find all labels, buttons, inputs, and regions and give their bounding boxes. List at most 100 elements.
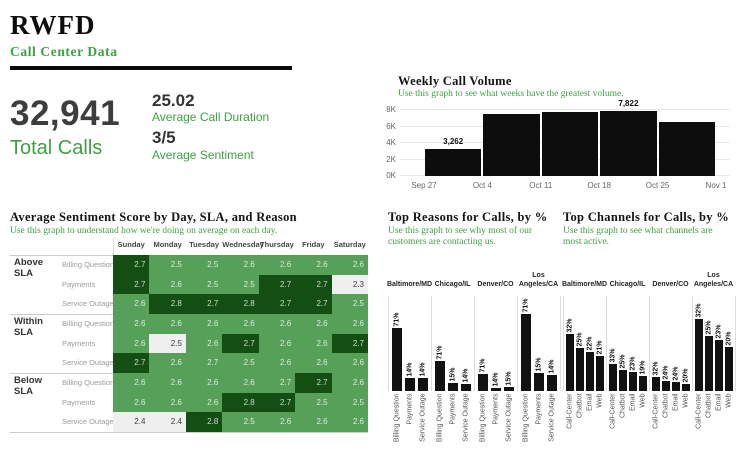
channels-bar[interactable] — [661, 381, 670, 391]
reasons-bar[interactable] — [460, 384, 471, 391]
channels-bar[interactable] — [618, 370, 627, 391]
reasons-bar[interactable] — [490, 388, 501, 391]
reasons-pct-label: 71% — [479, 357, 486, 372]
heatmap-cell[interactable]: 2.6 — [185, 333, 223, 354]
heatmap-cell[interactable]: 2.6 — [222, 255, 259, 275]
heatmap-cell[interactable]: 2.7 — [295, 373, 332, 393]
channels-bar[interactable] — [681, 384, 690, 391]
heatmap-cell[interactable]: 2.6 — [295, 412, 332, 432]
heatmap-cell[interactable]: 2.6 — [295, 333, 332, 354]
channels-category-label: Call-Center — [609, 393, 616, 429]
heatmap-cell[interactable]: 2.6 — [222, 314, 259, 334]
channels-bar[interactable] — [608, 364, 617, 391]
heatmap-cell[interactable]: 2.6 — [258, 412, 296, 432]
heatmap-cell[interactable]: 2.5 — [222, 353, 259, 373]
heatmap-cell[interactable]: 2.6 — [113, 392, 150, 413]
heatmap-cell[interactable]: 2.5 — [331, 392, 368, 413]
weekly-bar[interactable] — [425, 149, 482, 176]
channels-bar[interactable] — [704, 336, 713, 391]
heatmap-cell[interactable]: 2.6 — [113, 314, 150, 334]
heatmap-cell[interactable]: 2.6 — [258, 314, 296, 334]
heatmap-cell[interactable]: 2.6 — [185, 314, 223, 334]
heatmap-cell[interactable]: 2.7 — [258, 274, 296, 295]
heatmap-cell[interactable]: 2.6 — [113, 333, 150, 354]
weekly-bar[interactable] — [658, 122, 715, 176]
heatmap-cell[interactable]: 2.6 — [258, 333, 296, 354]
heatmap-cell[interactable]: 2.6 — [185, 373, 223, 393]
channels-bar[interactable] — [575, 348, 584, 391]
reasons-bar[interactable] — [546, 375, 557, 391]
reasons-category-label: Payments — [449, 393, 456, 425]
heatmap-cell[interactable]: 2.6 — [331, 314, 368, 334]
heatmap-cell[interactable]: 2.6 — [331, 255, 368, 275]
heatmap-cell[interactable]: 2.6 — [149, 373, 186, 393]
heatmap-cell[interactable]: 2.7 — [185, 294, 223, 314]
channels-bar[interactable] — [694, 319, 703, 391]
channels-bar[interactable] — [628, 372, 637, 391]
heatmap-cell[interactable]: 2.4 — [113, 412, 150, 432]
heatmap-cell[interactable]: 2.6 — [295, 353, 332, 373]
reasons-bar[interactable] — [404, 378, 415, 391]
heatmap-cell[interactable]: 2.7 — [185, 353, 223, 373]
heatmap-cell[interactable]: 2.7 — [113, 353, 150, 373]
heatmap-cell[interactable]: 2.6 — [149, 314, 186, 334]
heatmap-cell[interactable]: 2.7 — [258, 294, 296, 314]
heatmap-cell[interactable]: 2.6 — [149, 392, 186, 413]
reasons-bar[interactable] — [477, 374, 488, 391]
heatmap-cell[interactable]: 2.3 — [331, 274, 368, 295]
heatmap-cell[interactable]: 2.7 — [258, 392, 296, 413]
heatmap-cell[interactable]: 2.6 — [258, 255, 296, 275]
channels-bar[interactable] — [724, 347, 733, 391]
page-title: RWFD — [10, 10, 96, 40]
heatmap-cell[interactable]: 2.5 — [149, 333, 186, 354]
heatmap-cell[interactable]: 2.6 — [222, 373, 259, 393]
heatmap-cell[interactable]: 2.6 — [149, 274, 186, 295]
channels-bar[interactable] — [565, 334, 574, 391]
heatmap-cell[interactable]: 2.8 — [149, 294, 186, 314]
heatmap-cell[interactable]: 2.8 — [222, 392, 259, 413]
reasons-bar[interactable] — [447, 383, 458, 391]
heatmap-cell[interactable]: 2.6 — [331, 353, 368, 373]
heatmap-cell[interactable]: 2.7 — [258, 373, 296, 393]
heatmap-cell[interactable]: 2.4 — [149, 412, 186, 432]
weekly-bar[interactable] — [541, 112, 599, 176]
channels-bar[interactable] — [595, 356, 604, 391]
heatmap-cell[interactable]: 2.6 — [113, 373, 150, 393]
heatmap-cell[interactable]: 2.7 — [295, 274, 332, 295]
heatmap-cell[interactable]: 2.5 — [185, 255, 223, 275]
heatmap-cell[interactable]: 2.5 — [331, 294, 368, 314]
heatmap-cell[interactable]: 2.7 — [222, 333, 259, 354]
heatmap-cell[interactable]: 2.8 — [222, 294, 259, 314]
heatmap-cell[interactable]: 2.7 — [331, 333, 368, 354]
channels-bar[interactable] — [714, 340, 723, 391]
reasons-bar[interactable] — [391, 328, 402, 391]
heatmap-cell[interactable]: 2.7 — [113, 255, 150, 275]
channels-bar[interactable] — [651, 377, 660, 391]
heatmap-cell[interactable]: 2.6 — [258, 353, 296, 373]
weekly-bar[interactable] — [483, 113, 540, 176]
heatmap-cell[interactable]: 2.7 — [113, 274, 150, 295]
heatmap-cell[interactable]: 2.6 — [113, 294, 150, 314]
heatmap-cell[interactable]: 2.7 — [295, 294, 332, 314]
weekly-bar[interactable] — [600, 111, 657, 176]
heatmap-cell[interactable]: 2.5 — [295, 392, 332, 413]
heatmap-cell[interactable]: 2.6 — [185, 392, 223, 413]
reasons-bar[interactable] — [417, 378, 428, 391]
reasons-bar[interactable] — [520, 314, 531, 391]
reasons-bar[interactable] — [434, 361, 445, 391]
heatmap-cell[interactable]: 2.6 — [295, 314, 332, 334]
channels-bar[interactable] — [585, 352, 594, 391]
heatmap-cell[interactable]: 2.5 — [149, 255, 186, 275]
heatmap-cell[interactable]: 2.5 — [222, 274, 259, 295]
channels-bar[interactable] — [671, 382, 680, 391]
heatmap-cell[interactable]: 2.6 — [295, 255, 332, 275]
heatmap-cell[interactable]: 2.5 — [185, 274, 223, 295]
channels-bar[interactable] — [638, 376, 647, 391]
heatmap-cell[interactable]: 2.5 — [222, 412, 259, 432]
heatmap-cell[interactable]: 2.6 — [149, 353, 186, 373]
heatmap-cell[interactable]: 2.6 — [331, 373, 368, 393]
heatmap-cell[interactable]: 2.6 — [331, 412, 368, 432]
reasons-bar[interactable] — [503, 387, 514, 391]
heatmap-cell[interactable]: 2.8 — [185, 412, 223, 432]
reasons-bar[interactable] — [533, 373, 544, 391]
